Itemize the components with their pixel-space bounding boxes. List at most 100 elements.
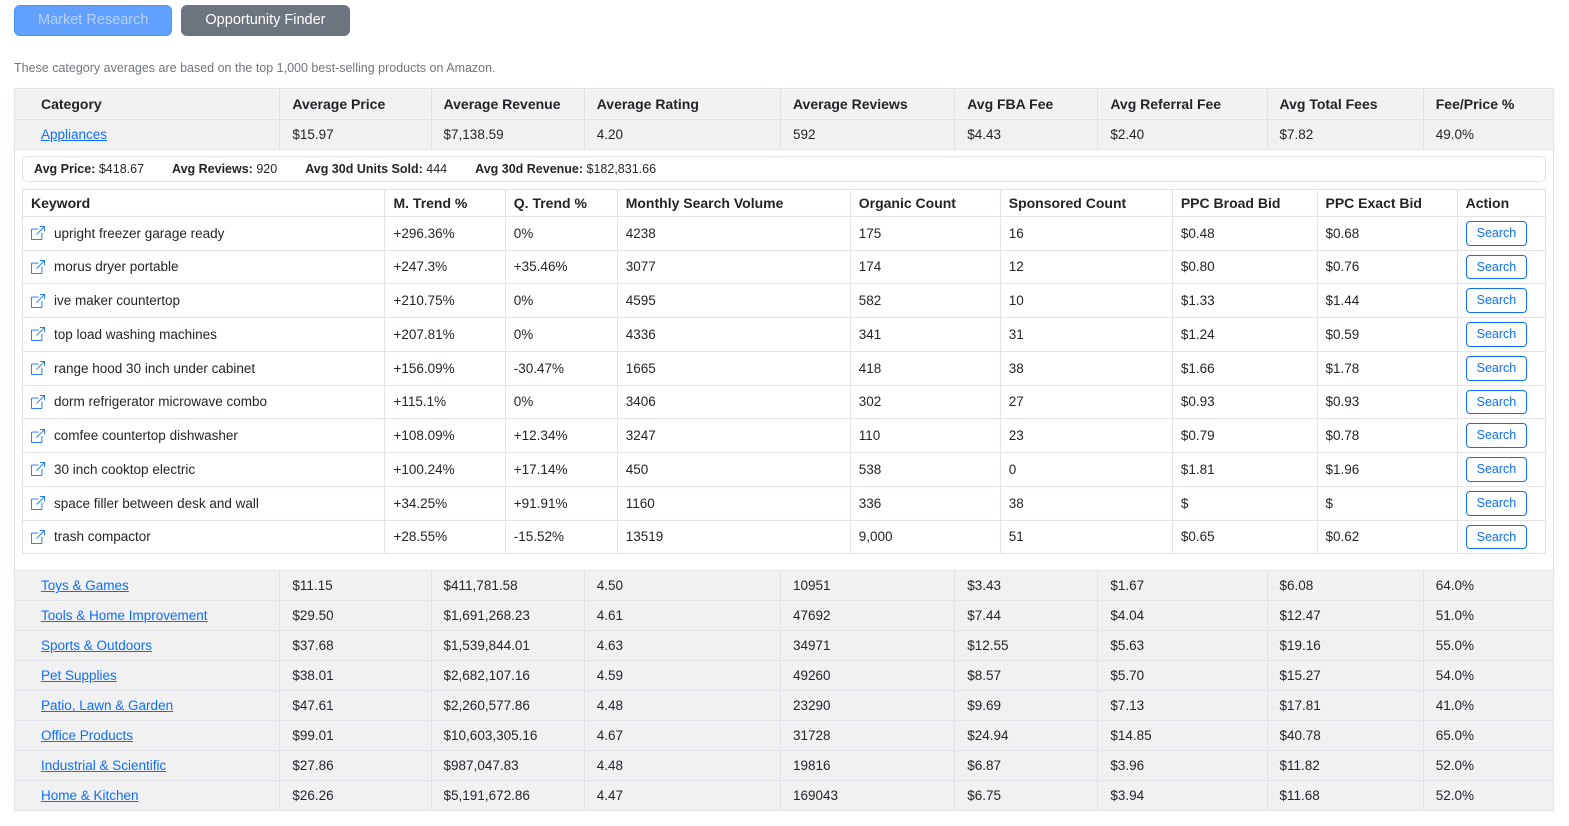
keyword-text: trash compactor xyxy=(54,529,151,545)
caption-text: These category averages are based on the… xyxy=(14,60,496,75)
category-link-tools-home-improvement[interactable]: Tools & Home Improvement xyxy=(41,608,208,624)
keyword-column-header-m-trend-: M. Trend % xyxy=(384,188,506,217)
keyword-value-cell: $1.33 xyxy=(1171,283,1318,319)
category-cell: Industrial & Scientific xyxy=(13,750,281,782)
category-row-appliances: Appliances $15.97 $7,138.59 4.20 592 $4.43 $2.… xyxy=(13,118,1555,150)
keyword-text: space filler between desk and wall xyxy=(54,495,259,511)
external-link-icon[interactable] xyxy=(31,259,45,274)
category-value-cell: $38.01 xyxy=(279,660,432,692)
keyword-value-cell: $0.93 xyxy=(1316,384,1458,420)
keyword-value-cell: 582 xyxy=(849,283,1001,319)
keyword-value-cell: +207.81% xyxy=(384,317,506,352)
category-value-cell: $5.70 xyxy=(1097,660,1268,692)
external-link-icon[interactable] xyxy=(31,496,45,511)
keyword-value-cell: 51 xyxy=(999,519,1173,555)
category-value-cell: $5.63 xyxy=(1097,630,1268,662)
search-button[interactable]: Search xyxy=(1465,389,1528,415)
category-value-cell: $2.40 xyxy=(1097,118,1268,150)
category-row-industrial-scientific: Industrial & Scientific $27.86 $987,047.83… xyxy=(13,750,1555,782)
category-value-cell: 31728 xyxy=(779,720,956,752)
category-value-cell: 4.67 xyxy=(583,720,781,752)
search-button[interactable]: Search xyxy=(1465,220,1528,246)
category-cell: Sports & Outdoors xyxy=(13,630,281,662)
category-link-industrial-scientific[interactable]: Industrial & Scientific xyxy=(41,758,167,774)
category-row-toys-games: Toys & Games $11.15 $411,781.58 4.50 10951 $3… xyxy=(13,570,1555,602)
keyword-value-cell: $0.80 xyxy=(1171,249,1318,285)
category-value-cell: 23290 xyxy=(779,690,956,722)
external-link-icon[interactable] xyxy=(31,226,45,241)
keyword-cell: dorm refrigerator microwave combo xyxy=(21,384,386,420)
category-link-appliances[interactable]: Appliances xyxy=(41,126,108,142)
keyword-column-header-monthly-search-volume: Monthly Search Volume xyxy=(616,188,851,217)
category-link-pet-supplies[interactable]: Pet Supplies xyxy=(41,668,117,684)
keyword-value-cell: 0% xyxy=(504,384,618,420)
category-value-cell: 4.63 xyxy=(583,630,781,662)
tab-opportunity-finder[interactable]: Opportunity Finder xyxy=(181,5,350,36)
category-row-office-products: Office Products $99.01 $10,603,305.16 4.67 3… xyxy=(13,720,1555,752)
search-button[interactable]: Search xyxy=(1465,490,1528,516)
keyword-value-cell: 175 xyxy=(849,215,1001,251)
keyword-row: upright freezer garage ready +296.36% 0% 42… xyxy=(21,215,1547,251)
keyword-value-cell: -15.52% xyxy=(504,519,618,555)
stat-value: $418.67 xyxy=(98,161,145,176)
tab-market-research[interactable]: Market Research xyxy=(14,5,173,36)
external-link-icon[interactable] xyxy=(31,394,45,409)
keyword-cell: range hood 30 inch under cabinet xyxy=(21,350,386,386)
external-link-icon[interactable] xyxy=(31,361,45,376)
category-link-patio-lawn-garden[interactable]: Patio, Lawn & Garden xyxy=(41,698,174,714)
keyword-row: dorm refrigerator microwave combo +115.1%… xyxy=(21,384,1547,420)
keyword-value-cell: 4238 xyxy=(616,215,851,251)
category-value-cell: 47692 xyxy=(779,600,956,632)
category-link-office-products[interactable]: Office Products xyxy=(41,728,134,744)
category-value-cell: 592 xyxy=(779,118,956,150)
external-link-icon[interactable] xyxy=(31,529,45,544)
search-button[interactable]: Search xyxy=(1465,423,1528,449)
search-button[interactable]: Search xyxy=(1465,355,1528,381)
keyword-table: Keyword M. Trend % Q. Trend % Monthly Searc… xyxy=(21,188,1547,555)
search-button[interactable]: Search xyxy=(1465,322,1528,347)
keyword-action-cell: Search xyxy=(1456,384,1547,420)
stat-value: 920 xyxy=(256,161,278,176)
keyword-cell: space filler between desk and wall xyxy=(21,485,386,521)
category-value-cell: 65.0% xyxy=(1422,720,1555,752)
category-value-cell: $8.57 xyxy=(954,660,1099,692)
category-value-cell: $19.16 xyxy=(1266,630,1424,662)
category-value-cell: $17.81 xyxy=(1266,690,1424,722)
keyword-action-cell: Search xyxy=(1456,283,1547,319)
keyword-value-cell: +12.34% xyxy=(504,418,618,454)
keyword-text: morus dryer portable xyxy=(54,259,179,275)
keyword-value-cell: $1.96 xyxy=(1316,452,1458,487)
keyword-value-cell: 174 xyxy=(849,249,1001,285)
external-link-icon[interactable] xyxy=(31,327,45,342)
category-value-cell: $4.04 xyxy=(1097,600,1268,632)
stat-label: Avg 30d Units Sold: xyxy=(305,161,427,176)
category-row-home-kitchen: Home & Kitchen $26.26 $5,191,672.86 4.47 169… xyxy=(13,780,1555,812)
category-value-cell: $5,191,672.86 xyxy=(430,780,585,812)
external-link-icon[interactable] xyxy=(31,293,45,308)
search-button[interactable]: Search xyxy=(1465,254,1528,280)
external-link-icon[interactable] xyxy=(31,462,45,477)
search-button[interactable]: Search xyxy=(1465,288,1528,314)
category-link-toys-games[interactable]: Toys & Games xyxy=(41,578,129,594)
category-link-home-kitchen[interactable]: Home & Kitchen xyxy=(41,788,139,804)
search-button[interactable]: Search xyxy=(1465,524,1528,550)
expanded-detail-cell: Avg Price: $418.67 Avg Reviews: 920 Avg 30… xyxy=(14,148,1554,572)
search-button[interactable]: Search xyxy=(1465,457,1528,482)
category-value-cell: $29.50 xyxy=(279,600,432,632)
external-link-icon[interactable] xyxy=(31,428,45,443)
keyword-value-cell: +28.55% xyxy=(384,519,506,555)
keyword-value-cell: +156.09% xyxy=(384,350,506,386)
keyword-text: comfee countertop dishwasher xyxy=(54,428,238,444)
category-value-cell: 10951 xyxy=(779,570,956,602)
category-value-cell: 4.20 xyxy=(583,118,781,150)
category-value-cell: $6.87 xyxy=(954,750,1099,782)
keyword-value-cell: $0.62 xyxy=(1316,519,1458,555)
category-value-cell: $37.68 xyxy=(279,630,432,662)
keyword-value-cell: +91.91% xyxy=(504,485,618,521)
keyword-value-cell: +108.09% xyxy=(384,418,506,454)
keyword-row: 30 inch cooktop electric +100.24% +17.14% 4… xyxy=(21,452,1547,487)
category-link-sports-outdoors[interactable]: Sports & Outdoors xyxy=(41,638,153,654)
keyword-value-cell: $1.81 xyxy=(1171,452,1318,487)
category-value-cell: 49260 xyxy=(779,660,956,692)
keyword-value-cell: +210.75% xyxy=(384,283,506,319)
